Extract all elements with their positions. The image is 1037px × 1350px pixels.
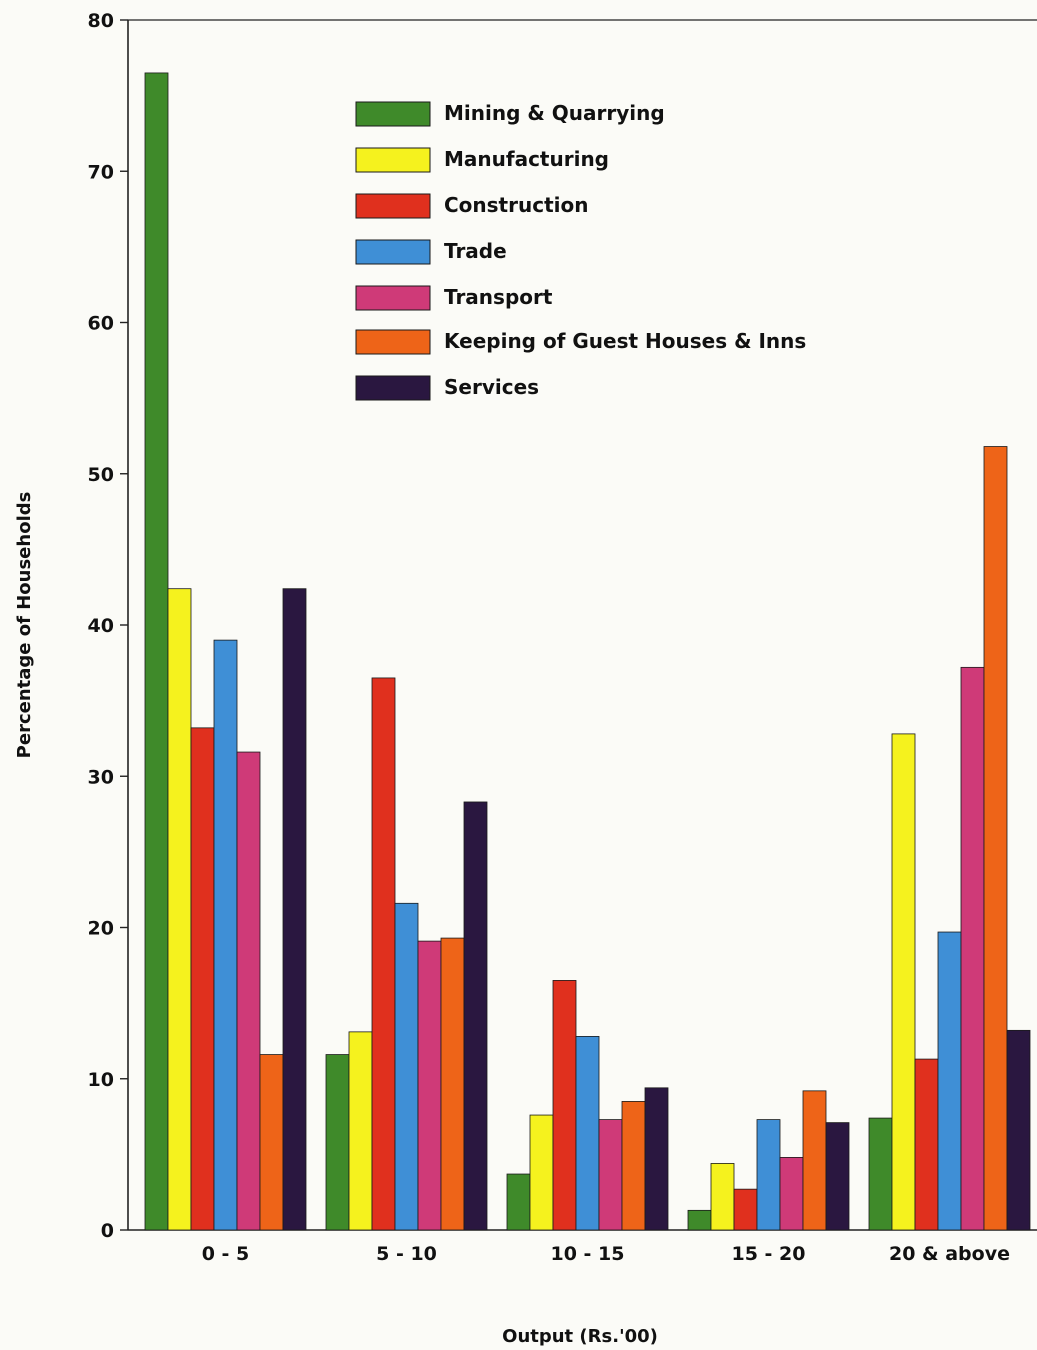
- bars: [144, 72, 1031, 1231]
- bar: [529, 1114, 554, 1231]
- x-tick-label: 0 - 5: [202, 1243, 250, 1265]
- bar: [282, 588, 307, 1231]
- bar: [825, 1122, 850, 1231]
- bar: [463, 801, 488, 1231]
- bar: [756, 1119, 781, 1231]
- bar: [937, 931, 962, 1231]
- bar: [394, 902, 419, 1231]
- y-tick-label: 40: [88, 615, 114, 637]
- legend-label: Trade: [444, 239, 507, 263]
- bar: [236, 751, 261, 1231]
- legend-swatch: [355, 147, 431, 173]
- y-tick-label: 50: [88, 464, 114, 486]
- bar: [167, 588, 192, 1231]
- bar: [891, 733, 916, 1231]
- legend-swatch: [355, 375, 431, 401]
- x-tick-label: 10 - 15: [551, 1243, 625, 1265]
- y-tick-label: 30: [88, 766, 114, 788]
- y-tick-label: 70: [88, 161, 114, 183]
- bar: [644, 1087, 669, 1231]
- bar: [417, 940, 442, 1231]
- legend-label: Transport: [444, 285, 553, 309]
- x-tick-label: 5 - 10: [376, 1243, 437, 1265]
- bar: [983, 446, 1008, 1231]
- y-tick-label: 60: [88, 313, 114, 335]
- legend-label: Keeping of Guest Houses & Inns: [444, 329, 806, 353]
- legend-swatch: [355, 329, 431, 355]
- bar: [687, 1209, 712, 1231]
- y-tick-label: 0: [101, 1220, 114, 1242]
- legend-swatch: [355, 193, 431, 219]
- bar: [960, 666, 985, 1231]
- legend-swatch: [355, 285, 431, 311]
- legend-label: Manufacturing: [444, 147, 609, 171]
- bar: [213, 639, 238, 1231]
- bar: [621, 1101, 646, 1231]
- y-axis-title: Percentage of Households: [14, 492, 35, 759]
- bar: [914, 1058, 939, 1231]
- bar: [348, 1031, 373, 1231]
- bar: [371, 677, 396, 1231]
- x-axis-title: Output (Rs.'00): [502, 1326, 658, 1347]
- x-tick-label: 15 - 20: [732, 1243, 806, 1265]
- bar: [868, 1117, 893, 1231]
- legend-label: Mining & Quarrying: [444, 101, 665, 125]
- legend-label: Construction: [444, 193, 588, 217]
- y-tick-label: 80: [88, 10, 114, 32]
- legend-swatch: [355, 101, 431, 127]
- legend-swatch: [355, 239, 431, 265]
- bar: [506, 1173, 531, 1231]
- legend: Mining & Quarrying Manufacturing Construct…: [355, 101, 806, 401]
- legend-label: Services: [444, 375, 539, 399]
- bar: [552, 980, 577, 1231]
- bar: [190, 727, 215, 1231]
- bar: [1006, 1029, 1031, 1231]
- bar: [710, 1163, 735, 1231]
- bar: [259, 1054, 284, 1231]
- bar: [325, 1054, 350, 1231]
- y-tick-label: 20: [88, 918, 114, 940]
- bar: [144, 72, 169, 1231]
- x-tick-label: 20 & above: [889, 1243, 1010, 1265]
- axis-labels: 0 10 20 30 40 50 60 70 80 0 - 5 5 - 10 10 - 15 15 - …: [88, 10, 1010, 1265]
- y-tick-label: 10: [88, 1069, 114, 1091]
- bar: [440, 937, 465, 1231]
- bar: [733, 1188, 758, 1231]
- bar: [802, 1090, 827, 1231]
- bar: [575, 1036, 600, 1231]
- bar: [779, 1157, 804, 1231]
- bar: [598, 1119, 623, 1231]
